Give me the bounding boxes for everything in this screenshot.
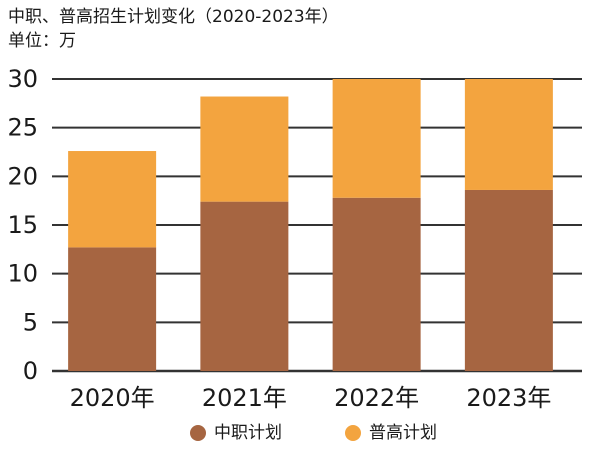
unit-label: 单位：万 <box>8 31 76 51</box>
legend-swatch-vocational <box>190 425 206 441</box>
x-tick-label: 2021年 <box>202 384 287 412</box>
bar-segment-vocational <box>332 197 421 371</box>
legend-label-general: 普高计划 <box>369 423 437 443</box>
legend-swatch-general <box>345 425 361 441</box>
bar-segment-general <box>200 96 289 202</box>
bars <box>68 79 553 371</box>
bar-segment-vocational <box>464 189 553 371</box>
y-tick-label: 25 <box>7 114 38 142</box>
bar-segment-general <box>332 79 421 198</box>
y-tick-label: 10 <box>7 260 38 288</box>
y-tick-label: 15 <box>7 211 38 239</box>
legend: 中职计划 普高计划 <box>0 420 600 448</box>
bar-segment-vocational <box>200 201 289 371</box>
x-tick-label: 2022年 <box>334 384 419 412</box>
stacked-bar-chart: 0 5 10 15 20 25 30 2020年 2021年 2022年 2023年 <box>7 65 582 412</box>
y-tick-label: 5 <box>23 308 38 336</box>
bar-segment-general <box>68 151 157 248</box>
bar-segment-general <box>464 79 553 190</box>
chart-title: 中职、普高招生计划变化（2020-2023年） <box>8 7 339 27</box>
x-tick-label: 2023年 <box>466 384 551 412</box>
legend-label-vocational: 中职计划 <box>214 423 282 443</box>
y-tick-label: 20 <box>7 162 38 190</box>
y-axis-ticks: 0 5 10 15 20 25 30 <box>7 65 38 385</box>
legend-item-general: 普高计划 <box>345 420 437 446</box>
y-tick-label: 0 <box>23 357 38 385</box>
legend-item-vocational: 中职计划 <box>190 420 282 446</box>
bar-segment-vocational <box>68 247 157 371</box>
y-tick-label: 30 <box>7 65 38 93</box>
x-tick-label: 2020年 <box>70 384 155 412</box>
x-axis-ticks: 2020年 2021年 2022年 2023年 <box>70 384 552 412</box>
